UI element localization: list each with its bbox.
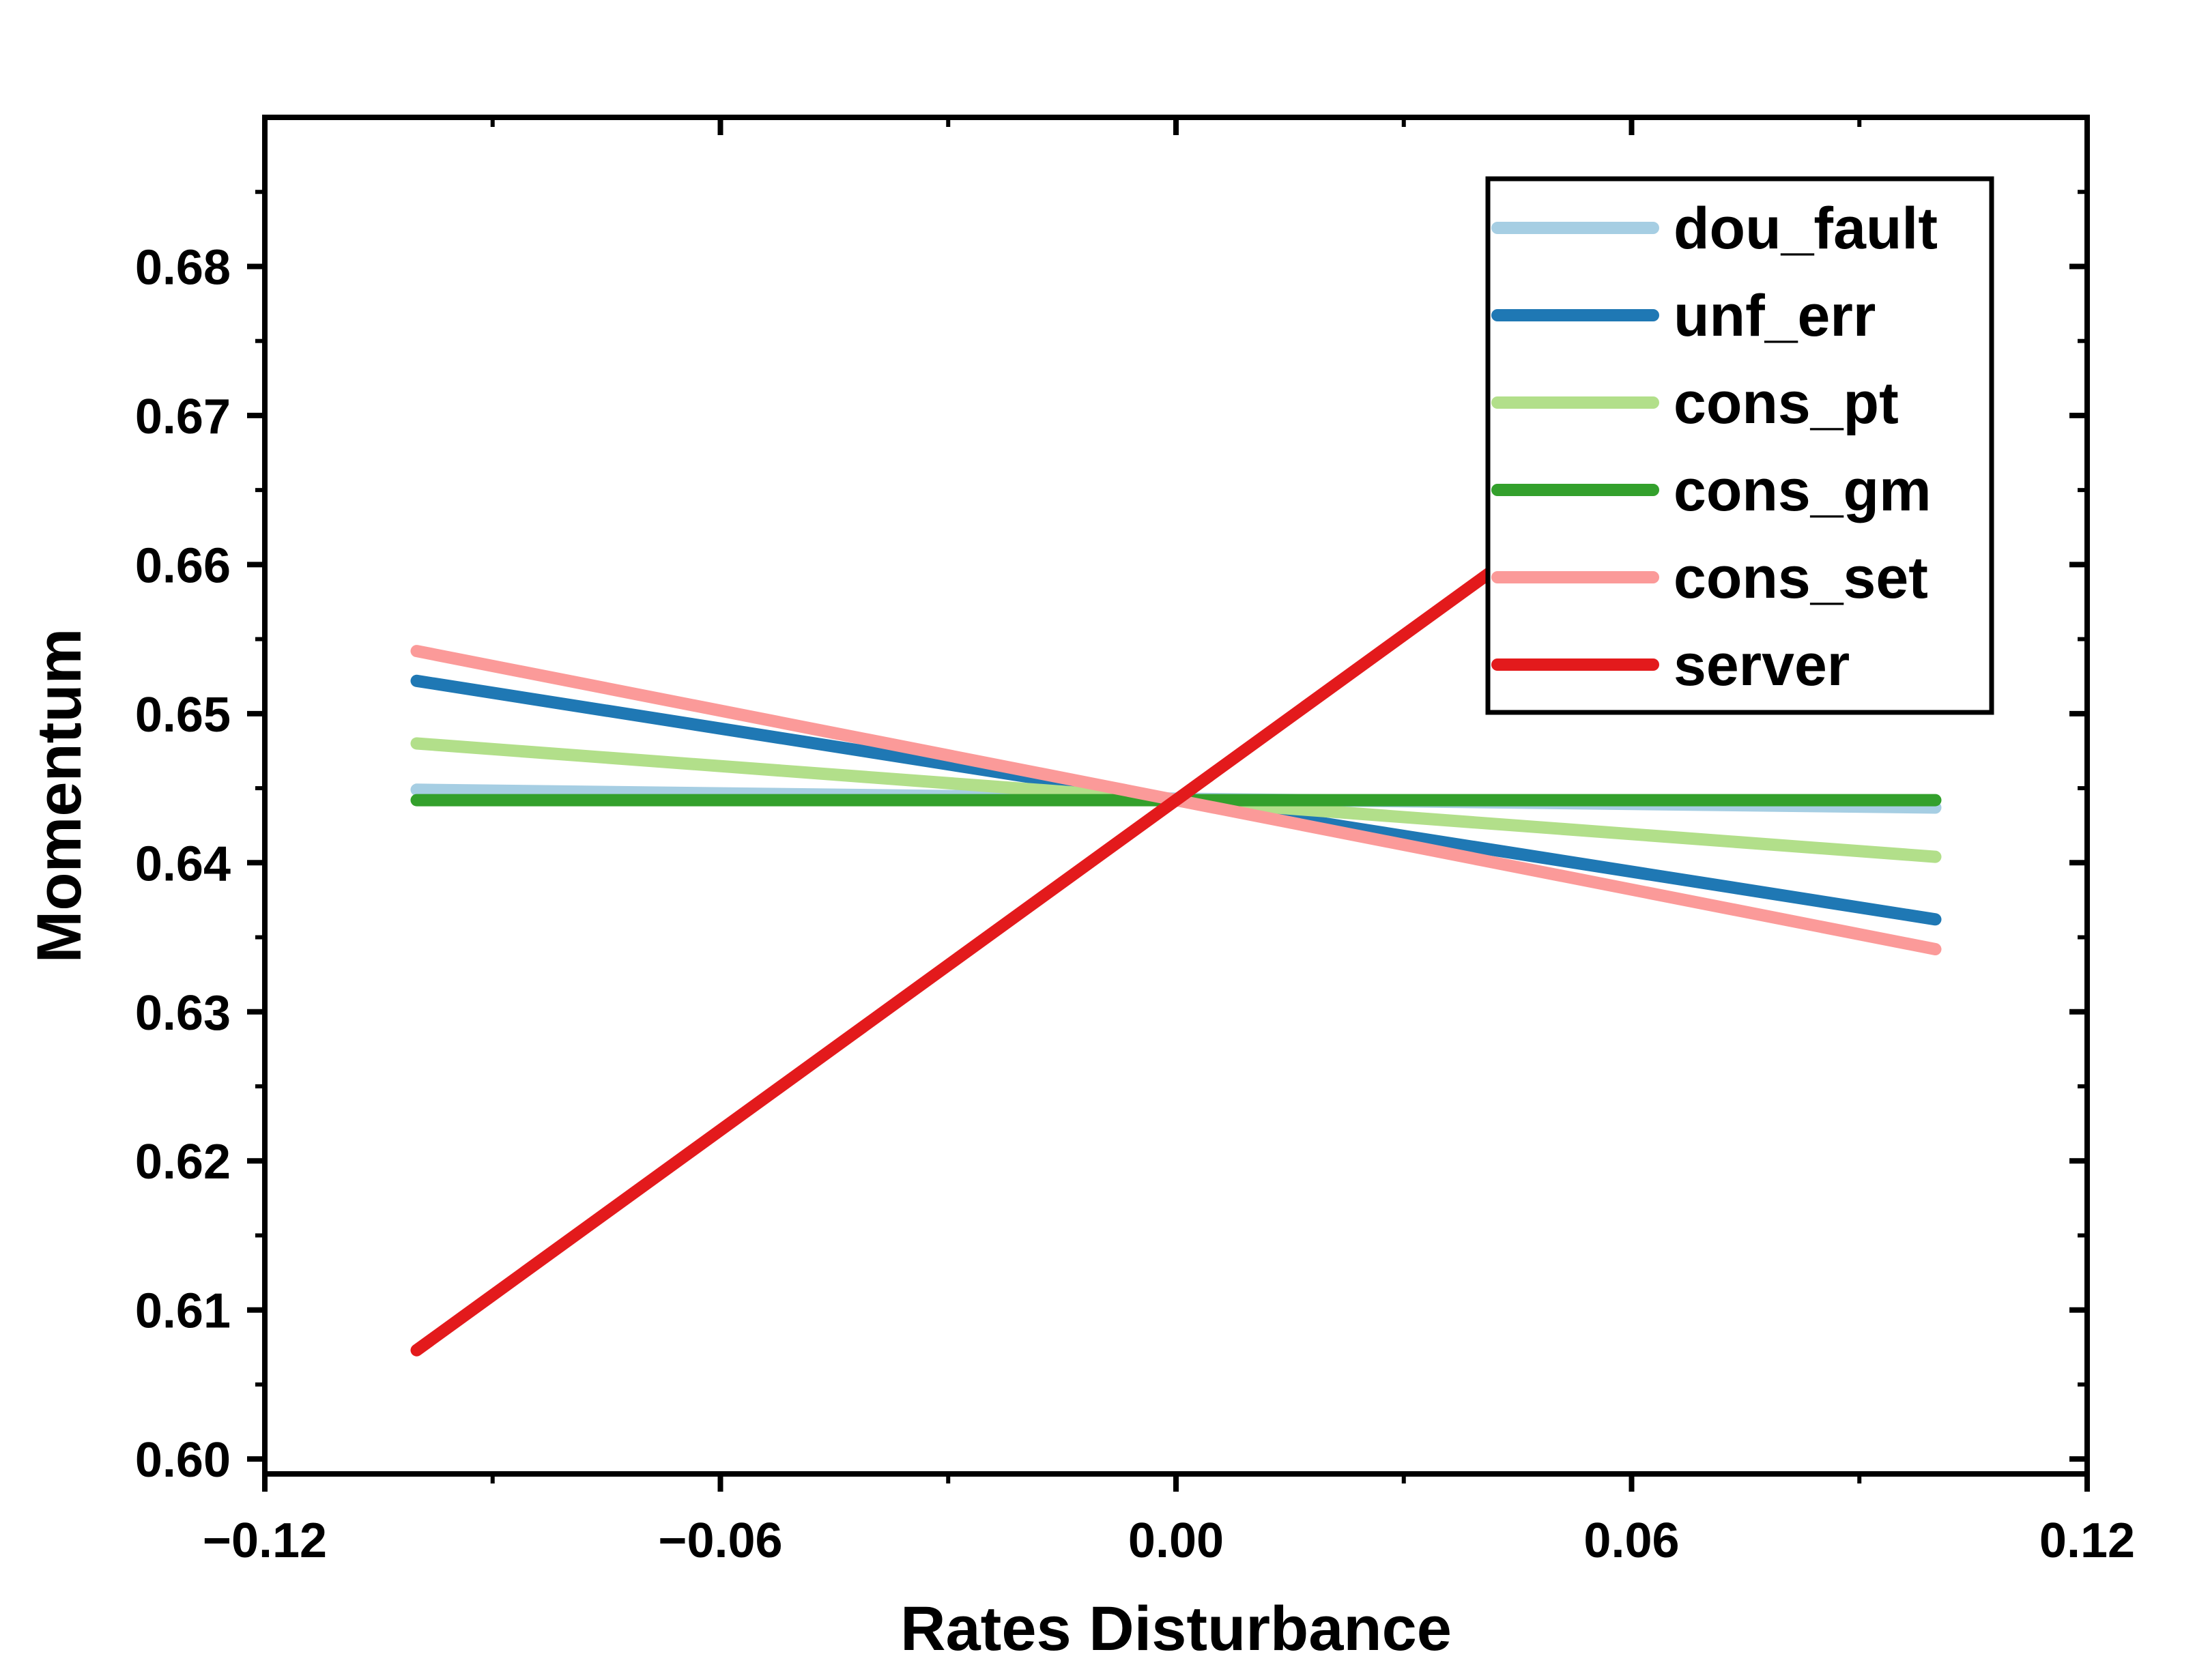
legend-label-cons_pt: cons_pt: [1674, 371, 1899, 436]
y-tick-label: 0.68: [135, 240, 231, 295]
x-tick-label: 0.00: [1128, 1514, 1224, 1568]
axes-layer: −0.12 −0.06 0.00 0.06 0.12 0.60 0.61 0.62 0.63 0.…: [135, 115, 2135, 1568]
legend: dou_fault unf_err cons_pt cons_gm cons_setse…: [1485, 176, 1994, 715]
y-tick-label: 0.66: [135, 538, 231, 593]
y-tick-label: 0.67: [135, 390, 231, 444]
y-tick-label: 0.60: [135, 1433, 231, 1488]
y-tick-label: 0.61: [135, 1284, 231, 1339]
legend-label-cons_set: cons_set: [1674, 545, 1928, 611]
x-axis-title: Rates Disturbance: [900, 1594, 1452, 1664]
y-tick-label: 0.64: [135, 837, 231, 891]
legend-label-unf_err: unf_err: [1674, 283, 1876, 349]
y-tick-label: 0.65: [135, 688, 231, 742]
x-tick-label: −0.12: [203, 1514, 327, 1568]
y-tick-label: 0.62: [135, 1135, 231, 1189]
y-tick-label: 0.63: [135, 986, 231, 1041]
y-axis-title: Momentum: [25, 628, 94, 964]
x-tick-label: 0.06: [1583, 1514, 1679, 1568]
x-tick-label: −0.06: [658, 1514, 782, 1568]
legend-box: [1485, 176, 1994, 715]
legend-label-server: server: [1674, 633, 1850, 698]
legend-label-dou_fault: dou_fault: [1674, 196, 1938, 261]
x-tick-label: 0.12: [2039, 1514, 2135, 1568]
legend-label-cons_gm: cons_gm: [1674, 458, 1932, 523]
